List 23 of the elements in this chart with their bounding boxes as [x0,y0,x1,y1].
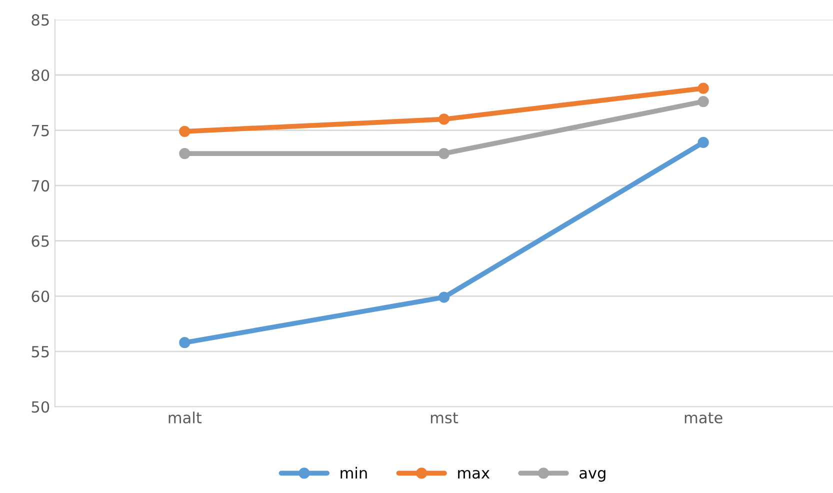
point [179,126,190,137]
point [698,82,709,94]
y-tick-label: 85 [32,14,49,26]
point [438,148,450,160]
point [179,337,190,348]
y-tick-label: 55 [32,346,49,358]
y-tick-label: 75 [32,124,49,136]
y-tick-label: 70 [32,180,50,192]
x-tick-label: malt [168,412,202,424]
point [698,96,709,108]
point [698,136,709,148]
y-tick-label: 80 [32,69,50,82]
legend-label: min [340,466,367,479]
y-tick-label: 65 [32,235,49,247]
x-tick-label: mate [684,412,722,424]
point [438,114,450,125]
point [438,292,450,303]
legend-label: avg [580,470,606,482]
x-tick-label: mst [430,412,458,424]
y-tick-label: 50 [32,401,50,413]
legend-label: max [458,470,490,479]
y-tick-label: 60 [32,290,50,302]
point [179,148,190,160]
